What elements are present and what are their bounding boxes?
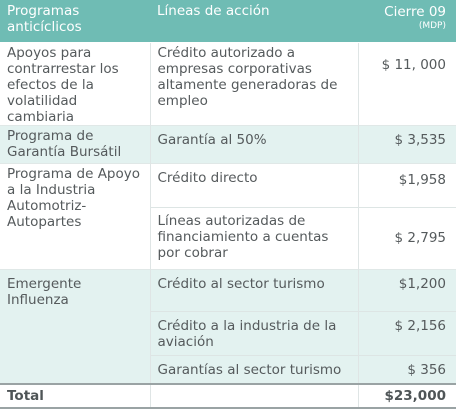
table-row: Líneas autorizadas de financiamiento a c… [0, 207, 456, 270]
header-row: Programas anticíclicos Líneas de acción … [0, 0, 456, 43]
line-cell: Crédito a la industria de la aviación [150, 311, 359, 356]
line-cell: Líneas autorizadas de financiamiento a c… [150, 207, 359, 270]
total-empty [150, 382, 359, 409]
table-row: Programa de Apoyo a la Industria Automot… [0, 163, 456, 270]
amount-cell: $ 3,535 [358, 125, 456, 164]
header-lines: Líneas de acción [150, 0, 358, 43]
header-closing: Cierre 09 (MDP) [358, 0, 456, 43]
table-row: Crédito a la industria de la aviación $ … [0, 311, 456, 356]
amount-cell: $1,200 [358, 269, 456, 312]
total-row: Total $23,000 [0, 382, 456, 409]
program-cell: Apoyos para contrarrestar los efectos de… [0, 42, 151, 126]
program-cell: Emergente Influenza [0, 269, 151, 384]
line-cell: Crédito directo [150, 163, 359, 208]
amount-cell: $ 356 [358, 355, 456, 384]
header-closing-label: Cierre 09 [384, 4, 446, 20]
header-unit: (MDP) [418, 21, 446, 31]
program-cell: Programa de Apoyo a la Industria Automot… [0, 163, 151, 270]
amount-cell: $ 2,156 [358, 311, 456, 356]
amount-cell: $ 11, 000 [358, 42, 456, 126]
line-cell: Garantía al 50% [150, 125, 359, 164]
line-cell: Garantías al sector turismo [150, 355, 359, 384]
table-row: Emergente Influenza Crédito al sector tu… [0, 269, 456, 384]
amount-cell: $1,958 [358, 163, 456, 208]
table-row: Programa de Garantía Bursátil Garantía a… [0, 125, 456, 164]
line-cell: Crédito autorizado a empresas corporativ… [150, 42, 359, 126]
total-label: Total [0, 382, 151, 409]
table-row: Garantías al sector turismo $ 356 [0, 355, 456, 384]
line-cell: Crédito al sector turismo [150, 269, 359, 312]
table-row: Apoyos para contrarrestar los efectos de… [0, 42, 456, 126]
amount-cell: $ 2,795 [358, 207, 456, 270]
header-programs: Programas anticíclicos [0, 0, 150, 43]
program-cell: Programa de Garantía Bursátil [0, 125, 151, 164]
total-amount: $23,000 [358, 382, 456, 409]
